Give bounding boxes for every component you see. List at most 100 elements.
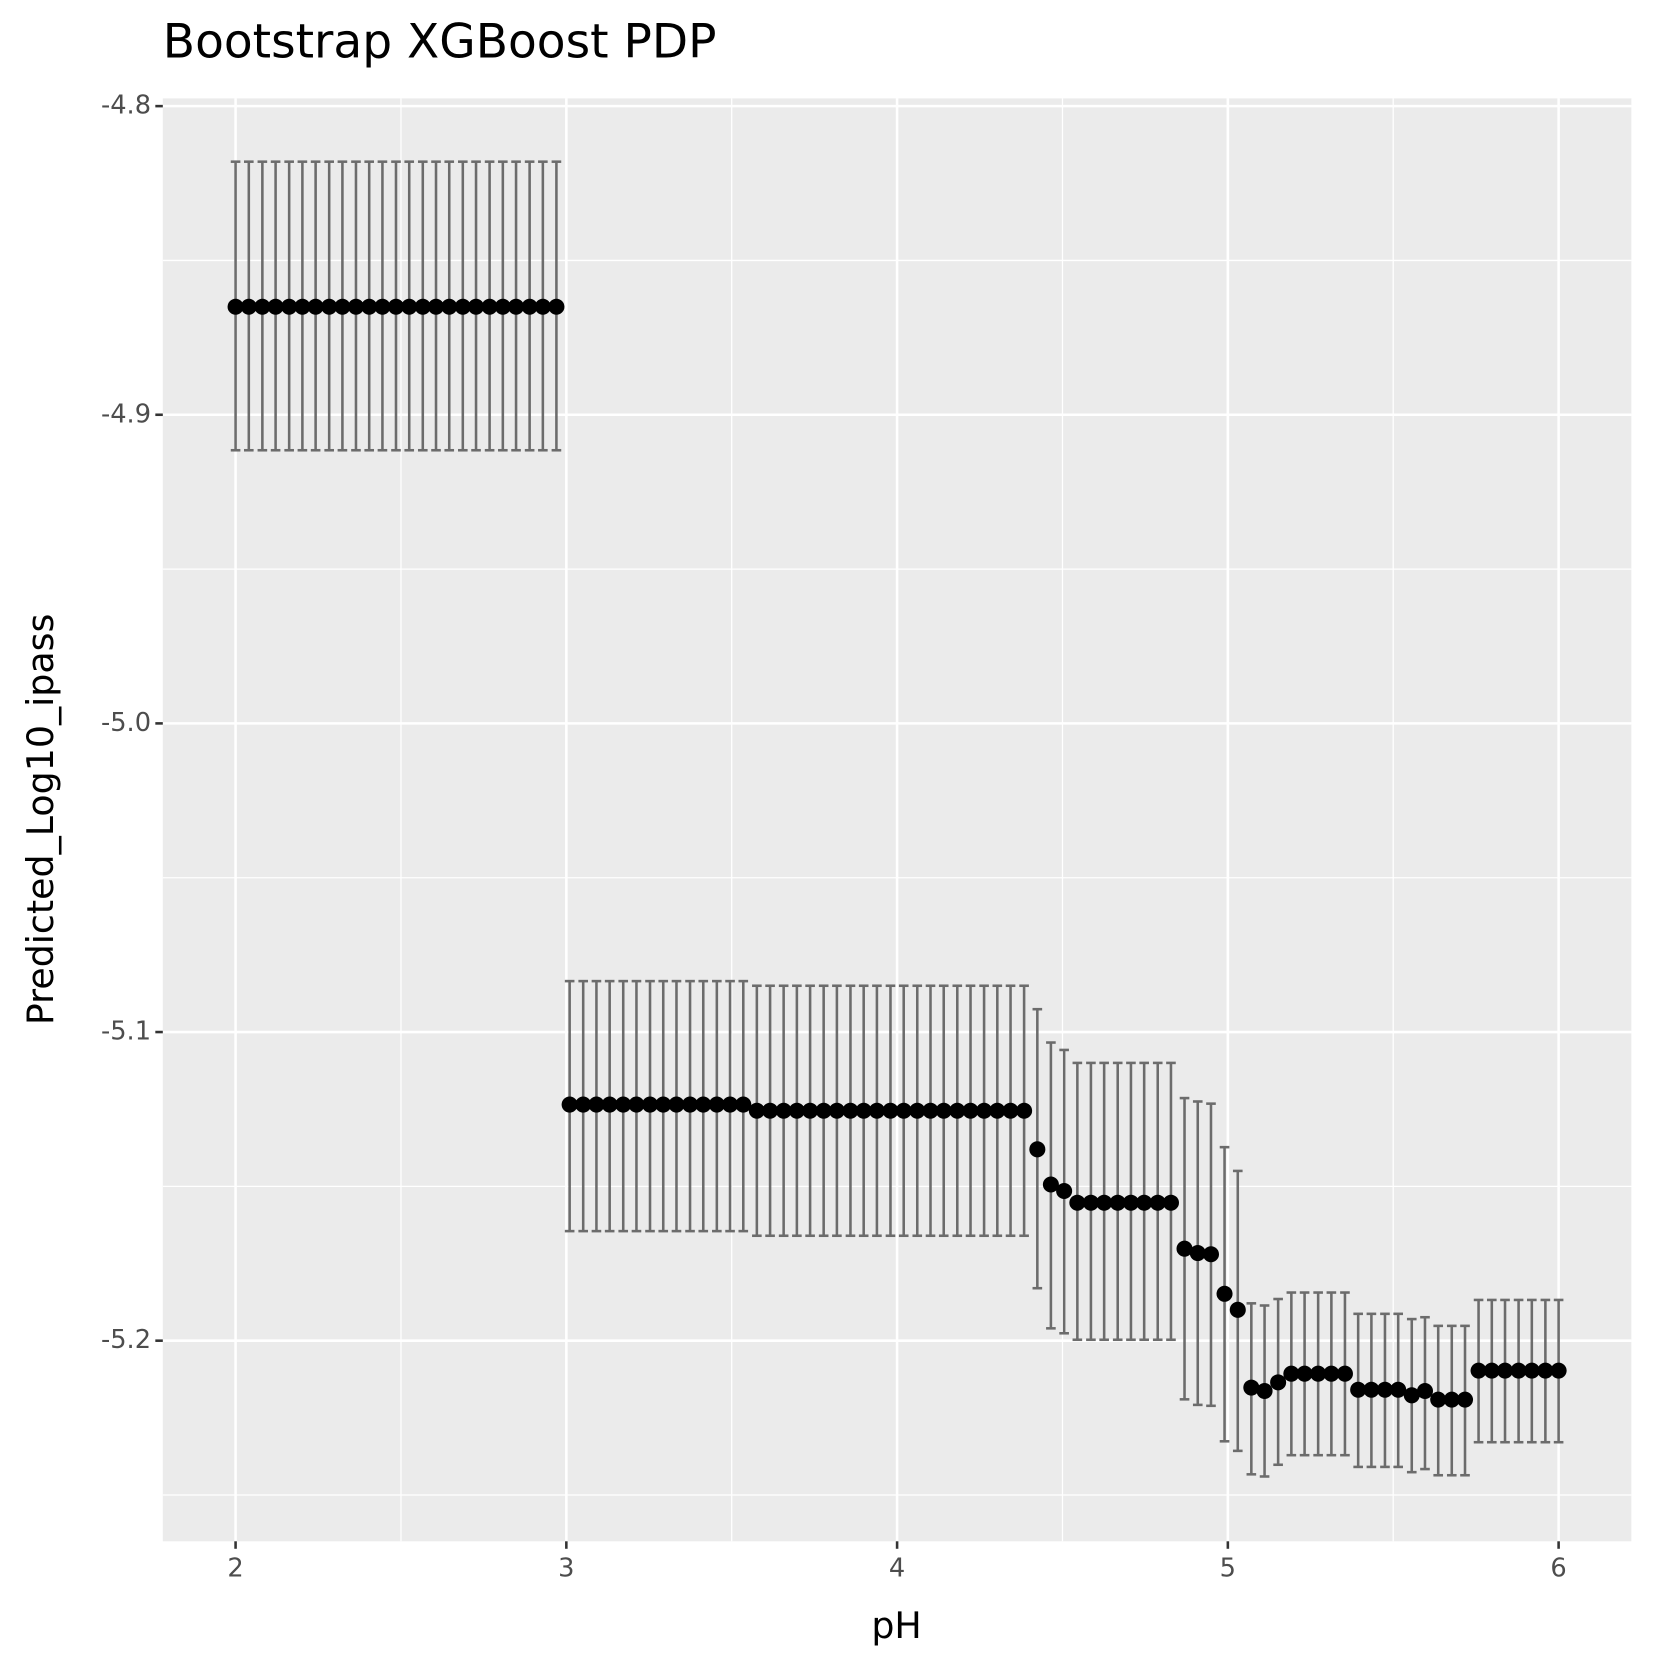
point	[1243, 1379, 1260, 1396]
point	[909, 1102, 926, 1119]
y-axis-label: Predicted_Log10_ipass	[19, 614, 62, 1026]
point	[962, 1102, 979, 1119]
point	[1390, 1381, 1407, 1398]
x-tick-label: 5	[1220, 1554, 1236, 1584]
y-tick-label: -5.2	[101, 1325, 151, 1355]
point	[227, 298, 244, 315]
point	[414, 298, 431, 315]
point	[1270, 1374, 1287, 1391]
point	[321, 298, 338, 315]
point	[334, 298, 351, 315]
y-tick-label: -4.8	[101, 91, 151, 121]
point	[628, 1096, 645, 1113]
grid: -4.8 -4.9 -5.0 -5.1 -5.2 2 3 4 5 6	[101, 91, 1632, 1584]
point	[1376, 1381, 1393, 1398]
point	[427, 298, 445, 315]
point	[802, 1102, 819, 1119]
point	[240, 298, 257, 315]
point	[828, 1102, 845, 1119]
point	[735, 1096, 752, 1113]
point	[788, 1102, 805, 1119]
point	[708, 1096, 725, 1113]
point	[842, 1102, 859, 1119]
point	[1016, 1102, 1033, 1119]
point	[922, 1102, 939, 1119]
y-tick-label: -5.0	[101, 708, 151, 738]
marks	[227, 160, 1567, 1478]
point	[454, 298, 471, 315]
point	[481, 298, 498, 315]
point	[1537, 1362, 1554, 1379]
point	[855, 1102, 872, 1119]
point	[815, 1102, 832, 1119]
point	[1310, 1365, 1327, 1382]
point	[641, 1096, 659, 1113]
point	[1122, 1194, 1139, 1211]
point	[1363, 1381, 1380, 1398]
point	[762, 1102, 779, 1119]
point	[1350, 1381, 1367, 1398]
point	[1510, 1362, 1527, 1379]
point	[1109, 1194, 1126, 1211]
point	[615, 1096, 632, 1113]
point	[1229, 1301, 1246, 1318]
point	[1443, 1391, 1460, 1408]
point	[882, 1102, 899, 1119]
point	[1336, 1365, 1353, 1382]
point	[387, 298, 405, 315]
point	[748, 1102, 765, 1119]
point	[561, 1096, 578, 1113]
point	[949, 1102, 966, 1119]
point	[722, 1096, 739, 1113]
point	[1029, 1141, 1046, 1158]
point	[534, 298, 551, 315]
point	[1497, 1362, 1514, 1379]
point	[868, 1102, 885, 1119]
point	[1296, 1365, 1313, 1382]
point	[1069, 1194, 1086, 1211]
point	[1202, 1246, 1220, 1263]
y-tick-label: -5.1	[101, 1017, 151, 1047]
x-tick-label: 4	[889, 1554, 905, 1584]
x-tick-label: 3	[558, 1554, 574, 1584]
point	[374, 298, 391, 315]
point	[508, 298, 525, 315]
point	[1483, 1362, 1500, 1379]
point	[1403, 1387, 1420, 1404]
point	[1523, 1362, 1540, 1379]
point	[1042, 1176, 1059, 1193]
point	[1470, 1362, 1487, 1379]
point	[895, 1102, 912, 1119]
point	[1430, 1391, 1447, 1408]
point	[1149, 1194, 1166, 1211]
point	[347, 298, 364, 315]
point	[1283, 1365, 1300, 1382]
point	[267, 298, 284, 315]
point	[521, 298, 538, 315]
point	[401, 298, 418, 315]
point	[668, 1096, 685, 1113]
point	[935, 1102, 952, 1119]
point	[294, 298, 311, 315]
point	[1550, 1362, 1567, 1379]
point	[548, 298, 565, 315]
point	[775, 1102, 792, 1119]
x-axis-label: pH	[871, 1604, 921, 1647]
chart-title: Bootstrap XGBoost PDP	[163, 14, 717, 69]
point	[361, 298, 378, 315]
point	[1082, 1194, 1099, 1211]
point	[1162, 1194, 1179, 1211]
point	[441, 298, 458, 315]
point	[1216, 1285, 1233, 1302]
point	[494, 298, 511, 315]
point	[1136, 1194, 1153, 1211]
point	[1002, 1102, 1019, 1119]
point	[695, 1096, 712, 1113]
point	[468, 298, 485, 315]
point	[1189, 1245, 1206, 1262]
point	[1176, 1240, 1193, 1257]
point	[254, 298, 271, 315]
point	[601, 1096, 618, 1113]
